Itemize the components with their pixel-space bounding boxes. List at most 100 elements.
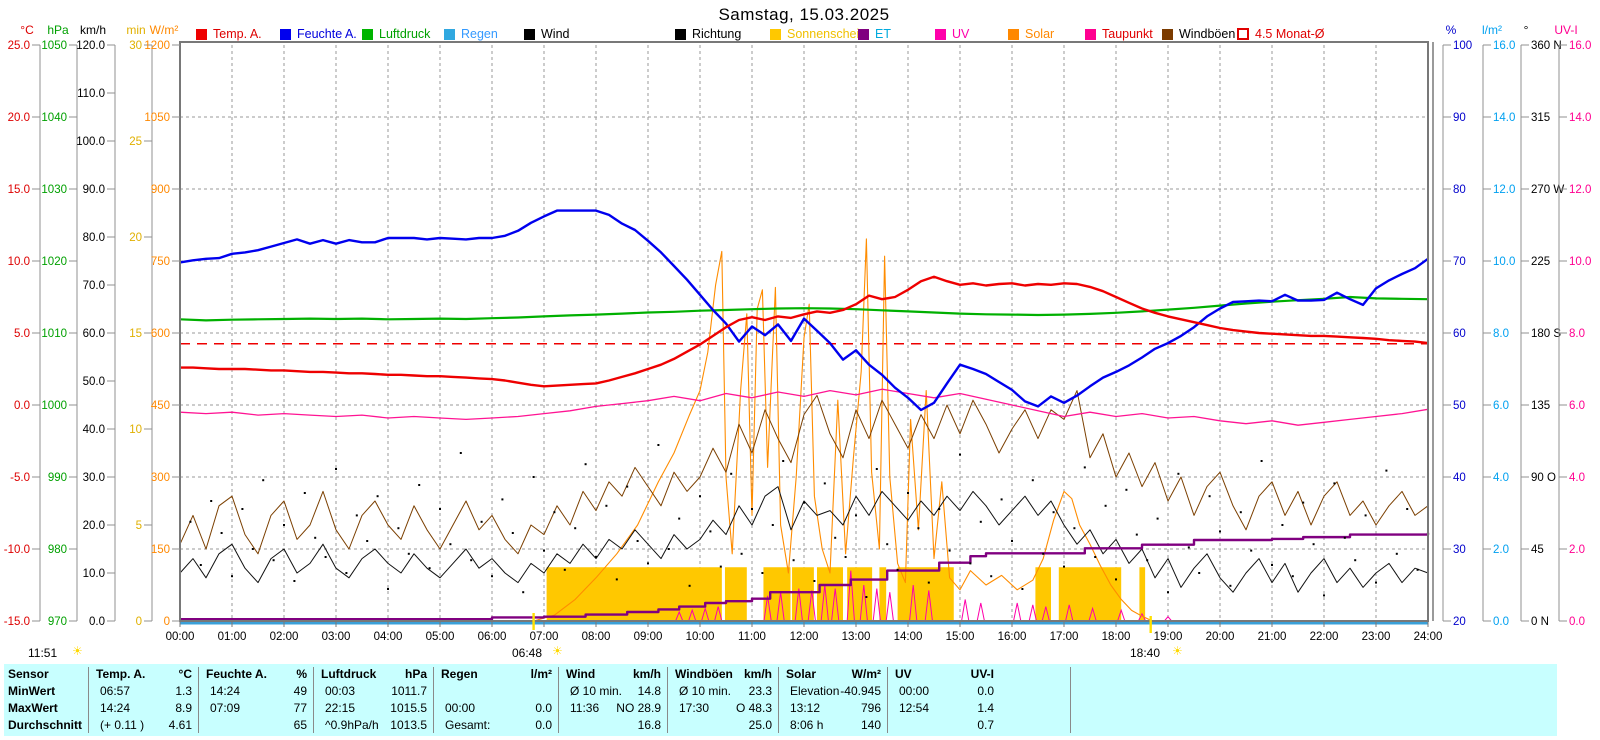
- svg-text:270 W: 270 W: [1531, 184, 1564, 196]
- svg-text:0.0: 0.0: [1569, 616, 1585, 628]
- legend-item-sonnenschein: Sonnenschein: [770, 27, 866, 41]
- gridlines: [180, 45, 1428, 621]
- legend-outline-swatch: [1237, 28, 1249, 40]
- table-background: [4, 664, 1557, 736]
- table-cell: 1.4: [977, 701, 994, 715]
- svg-text:0.0: 0.0: [14, 400, 30, 412]
- svg-text:180 S: 180 S: [1531, 328, 1561, 340]
- svg-text:05:00: 05:00: [426, 631, 455, 643]
- svg-text:00:00: 00:00: [166, 631, 195, 643]
- legend-swatch: [444, 28, 455, 40]
- table-divider: [558, 667, 559, 733]
- svg-text:06:00: 06:00: [478, 631, 507, 643]
- table-cell: UV-I: [970, 667, 994, 681]
- svg-text:15: 15: [129, 328, 142, 340]
- series-luftdruck: [179, 295, 1429, 322]
- svg-text:30: 30: [1453, 544, 1466, 556]
- table-cell: 12:54: [899, 701, 930, 715]
- legend-swatch: [1008, 28, 1019, 40]
- svg-text:40.0: 40.0: [83, 424, 105, 436]
- day-length-label: 11:51: [28, 646, 58, 660]
- svg-text:%: %: [1446, 23, 1457, 37]
- svg-text:21:00: 21:00: [1258, 631, 1287, 643]
- svg-text:1030: 1030: [41, 184, 67, 196]
- svg-text:min: min: [126, 23, 145, 37]
- svg-text:W/m²: W/m²: [150, 23, 179, 37]
- table-cell: 8:06 h: [790, 718, 824, 732]
- table-cell: Windböen: [675, 667, 733, 681]
- table-divider: [313, 667, 314, 733]
- legend-label: Sonnenschein: [787, 27, 867, 41]
- svg-text:hPa: hPa: [47, 23, 69, 37]
- svg-text:8.0: 8.0: [1569, 328, 1585, 340]
- svg-text:10.0: 10.0: [1569, 256, 1591, 268]
- sunrise-label: 06:48: [511, 646, 543, 660]
- svg-text:135: 135: [1531, 400, 1550, 412]
- table-cell: ^0.9hPa/h: [325, 718, 379, 732]
- svg-text:150: 150: [151, 544, 170, 556]
- legend-swatch: [196, 28, 207, 40]
- table-cell: %: [296, 667, 307, 681]
- svg-text:14:00: 14:00: [894, 631, 923, 643]
- svg-text:17:00: 17:00: [1050, 631, 1079, 643]
- table-cell: -40.945: [840, 684, 881, 698]
- table-cell: 0.0: [535, 718, 552, 732]
- table-cell: 00:00: [445, 701, 476, 715]
- table-cell: MaxWert: [8, 701, 58, 715]
- svg-text:16.0: 16.0: [1493, 40, 1515, 52]
- legend-swatch: [1162, 28, 1173, 40]
- table-cell: O 48.3: [735, 701, 772, 715]
- table-divider: [667, 667, 668, 733]
- svg-text:80.0: 80.0: [83, 232, 105, 244]
- svg-text:24:00: 24:00: [1414, 631, 1443, 643]
- legend-label: Wind: [541, 27, 570, 41]
- svg-text:l/m²: l/m²: [1482, 23, 1502, 37]
- svg-text:70.0: 70.0: [83, 280, 105, 292]
- table-cell: km/h: [743, 667, 772, 681]
- page-title: Samstag, 15.03.2025: [718, 5, 890, 24]
- svg-text:12:00: 12:00: [790, 631, 819, 643]
- svg-text:970: 970: [48, 616, 67, 628]
- table-cell: Feuchte A.: [206, 667, 267, 681]
- svg-text:30: 30: [129, 40, 142, 52]
- axis-Wm: W/m² 1200 1050 900 750 600 450 300 150 0: [144, 23, 180, 628]
- svg-text:11:00: 11:00: [738, 631, 766, 643]
- table-cell: 07:09: [210, 701, 241, 715]
- legend-label: Luftdruck: [379, 27, 431, 41]
- svg-text:1020: 1020: [41, 256, 67, 268]
- svg-text:1040: 1040: [41, 112, 67, 124]
- svg-text:60.0: 60.0: [83, 328, 105, 340]
- legend-item-windb-en: Windböen: [1162, 27, 1235, 41]
- table-divider: [1070, 667, 1071, 733]
- svg-text:1000: 1000: [41, 400, 67, 412]
- svg-text:225: 225: [1531, 256, 1550, 268]
- table-cell: 11:36: [570, 701, 600, 715]
- svg-text:12.0: 12.0: [1569, 184, 1591, 196]
- table-cell: Luftdruck: [321, 667, 377, 681]
- table-cell: 49: [293, 684, 307, 698]
- svg-text:100: 100: [1453, 40, 1472, 52]
- table-cell: 77: [293, 701, 307, 715]
- svg-text:450: 450: [151, 400, 170, 412]
- table-divider: [887, 667, 888, 733]
- table-cell: 0.7: [977, 718, 994, 732]
- svg-text:03:00: 03:00: [322, 631, 351, 643]
- sun-icon: ☀: [72, 644, 83, 658]
- axis-min: min 30 25 20 15 10 5 0: [126, 23, 153, 628]
- legend-item-et: ET: [858, 27, 891, 41]
- series-et: [180, 532, 1430, 621]
- svg-text:20.0: 20.0: [83, 520, 105, 532]
- legend-item-taupunkt: Taupunkt: [1085, 27, 1153, 41]
- legend-swatch: [935, 28, 946, 40]
- svg-text:8.0: 8.0: [1493, 328, 1509, 340]
- svg-text:-5.0: -5.0: [10, 472, 30, 484]
- table-cell: MinWert: [8, 684, 56, 698]
- legend-item-4-5-monat: 4.5 Monat-Ø: [1237, 27, 1324, 41]
- svg-text:04:00: 04:00: [374, 631, 403, 643]
- table-cell: 0.0: [977, 684, 994, 698]
- svg-text:30.0: 30.0: [83, 472, 105, 484]
- table-cell: 1015.5: [390, 701, 427, 715]
- table-cell: Durchschnitt: [8, 718, 83, 732]
- svg-text:13:00: 13:00: [842, 631, 871, 643]
